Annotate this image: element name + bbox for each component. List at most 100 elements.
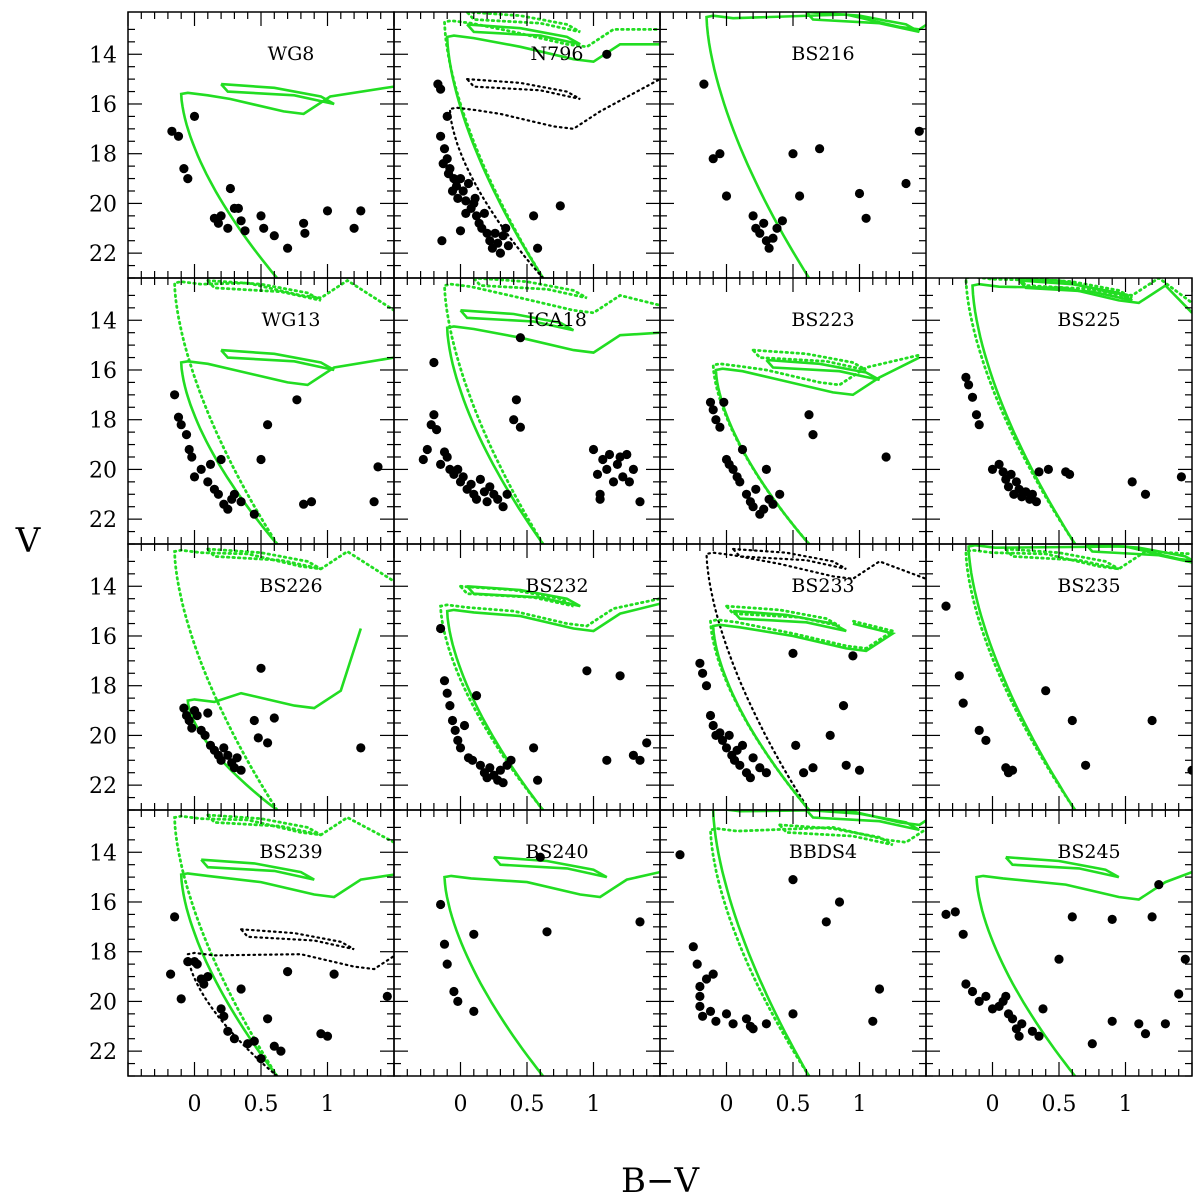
star-point <box>695 658 705 668</box>
y-tick-label: 16 <box>89 93 117 118</box>
star-point <box>701 974 712 984</box>
star-point <box>699 79 709 89</box>
panel-label: BS235 <box>1057 575 1120 597</box>
star-point <box>1127 477 1137 487</box>
star-point <box>495 248 505 258</box>
star-point <box>269 231 279 241</box>
star-point <box>775 489 785 499</box>
star-point <box>233 203 243 213</box>
star-point <box>498 778 508 788</box>
star-point <box>635 497 645 507</box>
star-point <box>602 755 612 765</box>
star-point <box>821 917 831 927</box>
star-point <box>708 405 718 415</box>
star-point <box>1140 489 1151 499</box>
star-point <box>628 750 639 760</box>
star-point <box>501 223 511 233</box>
star-point <box>249 715 259 726</box>
star-point <box>422 444 432 455</box>
star-point <box>804 410 814 420</box>
star-point <box>602 49 612 59</box>
star-point <box>485 482 495 492</box>
isochrone-1 <box>179 85 394 278</box>
x-tick-label: 1 <box>321 1092 335 1117</box>
star-point <box>748 1024 758 1034</box>
x-tick-label: 0.5 <box>244 1092 279 1117</box>
star-point <box>628 464 639 474</box>
star-point <box>1027 489 1037 499</box>
star-point <box>808 430 818 440</box>
star-point <box>436 459 446 469</box>
panel-label: BS225 <box>1057 309 1120 331</box>
star-point <box>442 111 452 121</box>
y-tick-label: 14 <box>89 309 117 334</box>
isochrone-loop-1 <box>206 813 322 837</box>
isochrone-1 <box>445 602 660 810</box>
star-point <box>166 969 176 979</box>
star-point <box>200 730 210 741</box>
star-point <box>349 223 359 233</box>
star-point <box>269 713 279 723</box>
star-point <box>436 623 446 634</box>
star-point <box>269 1041 279 1051</box>
isochrone-3 <box>448 78 660 278</box>
star-point <box>216 454 226 465</box>
star-point <box>1154 880 1164 890</box>
star-point <box>418 454 428 465</box>
star-point <box>438 159 448 169</box>
isochrone-loop-2 <box>200 858 315 881</box>
star-point <box>216 755 226 765</box>
star-point <box>196 464 206 474</box>
star-point <box>458 186 468 196</box>
y-tick-label: 14 <box>89 43 117 68</box>
isochrone-1 <box>173 814 394 1076</box>
isochrone-2 <box>179 356 394 544</box>
star-point <box>229 489 239 499</box>
star-point <box>981 991 991 1002</box>
y-tick-label: 18 <box>89 941 117 966</box>
star-point <box>834 897 845 907</box>
star-point <box>167 126 177 136</box>
panel-frame <box>393 11 661 279</box>
isochrone-loop-2 <box>220 348 335 372</box>
star-point <box>439 939 450 949</box>
y-tick-label: 20 <box>89 458 117 483</box>
panel-bs225: BS225 <box>925 277 1193 545</box>
panel-label: BS245 <box>1057 841 1120 863</box>
y-tick-label: 22 <box>89 1040 117 1065</box>
y-tick-label: 18 <box>89 409 117 434</box>
star-point <box>256 1054 266 1064</box>
star-point <box>445 701 455 711</box>
star-point <box>721 743 732 753</box>
star-point <box>1081 760 1091 770</box>
isochrone-2 <box>439 597 660 810</box>
isochrone-loop-1 <box>206 547 322 571</box>
star-point <box>728 1019 738 1029</box>
star-point <box>1054 954 1064 964</box>
star-point <box>535 852 545 862</box>
star-point <box>987 464 998 474</box>
panel-bs240: BS240 <box>393 809 661 1077</box>
star-point <box>509 415 519 425</box>
star-point <box>708 154 718 164</box>
star-point <box>795 191 805 201</box>
star-point <box>223 750 233 760</box>
star-point <box>1014 1031 1024 1041</box>
star-point <box>292 395 302 405</box>
star-point <box>467 755 478 765</box>
star-point <box>183 174 193 184</box>
star-point <box>761 1019 772 1029</box>
star-point <box>436 899 446 910</box>
star-point <box>236 497 246 507</box>
star-point <box>225 183 235 194</box>
star-point <box>461 208 471 218</box>
star-point <box>854 188 865 199</box>
star-point <box>748 753 758 763</box>
star-point <box>442 959 452 969</box>
star-point <box>1034 467 1044 477</box>
star-point <box>184 444 194 455</box>
star-point <box>861 213 871 223</box>
star-point <box>998 467 1008 477</box>
star-point <box>791 740 801 751</box>
